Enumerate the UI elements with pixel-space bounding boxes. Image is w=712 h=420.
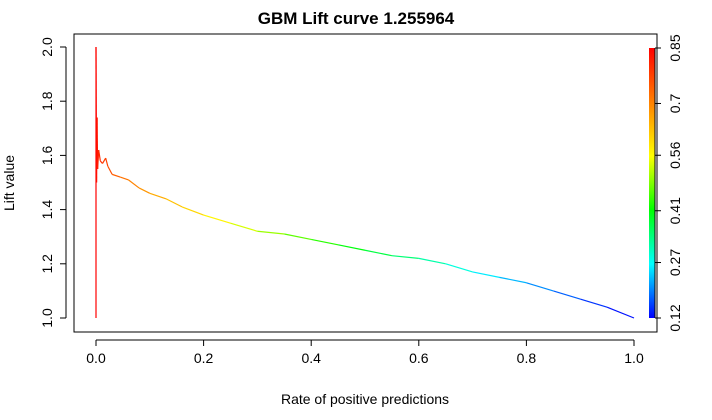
lift-curve-segment [149,192,167,200]
colorbar-tick-label: 0.27 [667,249,683,276]
colorbar-gradient [649,48,655,318]
x-axis: 0.0 0.2 0.4 0.6 0.8 1.0 [86,339,644,366]
lift-curve-segment [580,298,608,308]
x-tick-label: 0.2 [194,350,214,366]
lift-curve-segment [445,263,473,273]
colorbar-tick-label: 0.7 [667,94,683,114]
y-axis-label: Lift value [1,155,17,211]
chart-title: GBM Lift curve 1.255964 [258,9,455,28]
lift-curve [95,46,635,319]
lift-curve-segment [138,187,151,194]
lift-curve-segment [284,233,312,240]
x-tick-label: 1.0 [624,350,644,366]
colorbar-tick-label: 0.41 [667,197,683,224]
colorbar: 0.12 0.27 0.41 0.56 0.7 0.85 [649,34,683,332]
lift-curve-segment [120,176,129,181]
lift-curve-segment [101,157,107,164]
lift-curve-segment [203,214,231,224]
lift-curve-segment [165,198,183,208]
y-tick-label: 2.0 [39,37,55,57]
lift-curve-segment [526,282,554,292]
plot-frame [73,33,658,333]
lift-curve-segment [499,276,527,284]
lift-curve-segment [105,157,109,167]
lift-curve-segment [111,173,121,178]
lift-curve-segment [606,306,635,319]
colorbar-tick-label: 0.12 [667,304,683,331]
lift-curve-segment [337,244,366,251]
y-tick-label: 1.8 [39,91,55,111]
lift-curve-segment [391,255,419,259]
x-tick-label: 0.0 [86,350,106,366]
lift-curve-segment [364,249,393,257]
lift-curve-segment [107,165,113,175]
colorbar-tick-label: 0.85 [667,34,683,61]
x-tick-label: 0.8 [517,350,537,366]
y-tick-label: 1.2 [39,254,55,274]
x-tick-label: 0.4 [301,350,321,366]
lift-curve-segment [98,149,101,161]
x-axis-label: Rate of positive predictions [281,391,449,407]
lift-curve-segment [97,149,100,169]
colorbar-tick-label: 0.56 [667,141,683,168]
lift-curve-segment [472,271,500,278]
lift-curve-segment [181,206,204,216]
lift-curve-segment [418,257,446,265]
y-tick-label: 1.0 [39,308,55,328]
y-tick-label: 1.6 [39,145,55,165]
lift-curve-segment [311,238,339,246]
lift-curve-segment [257,230,285,235]
lift-curve-segment [230,222,258,232]
lift-curve-segment [553,290,581,300]
x-tick-label: 0.6 [409,350,429,366]
y-axis: 1.0 1.2 1.4 1.6 1.8 2.0 [39,37,67,328]
lift-curve-segment [127,179,140,189]
y-tick-label: 1.4 [39,200,55,220]
